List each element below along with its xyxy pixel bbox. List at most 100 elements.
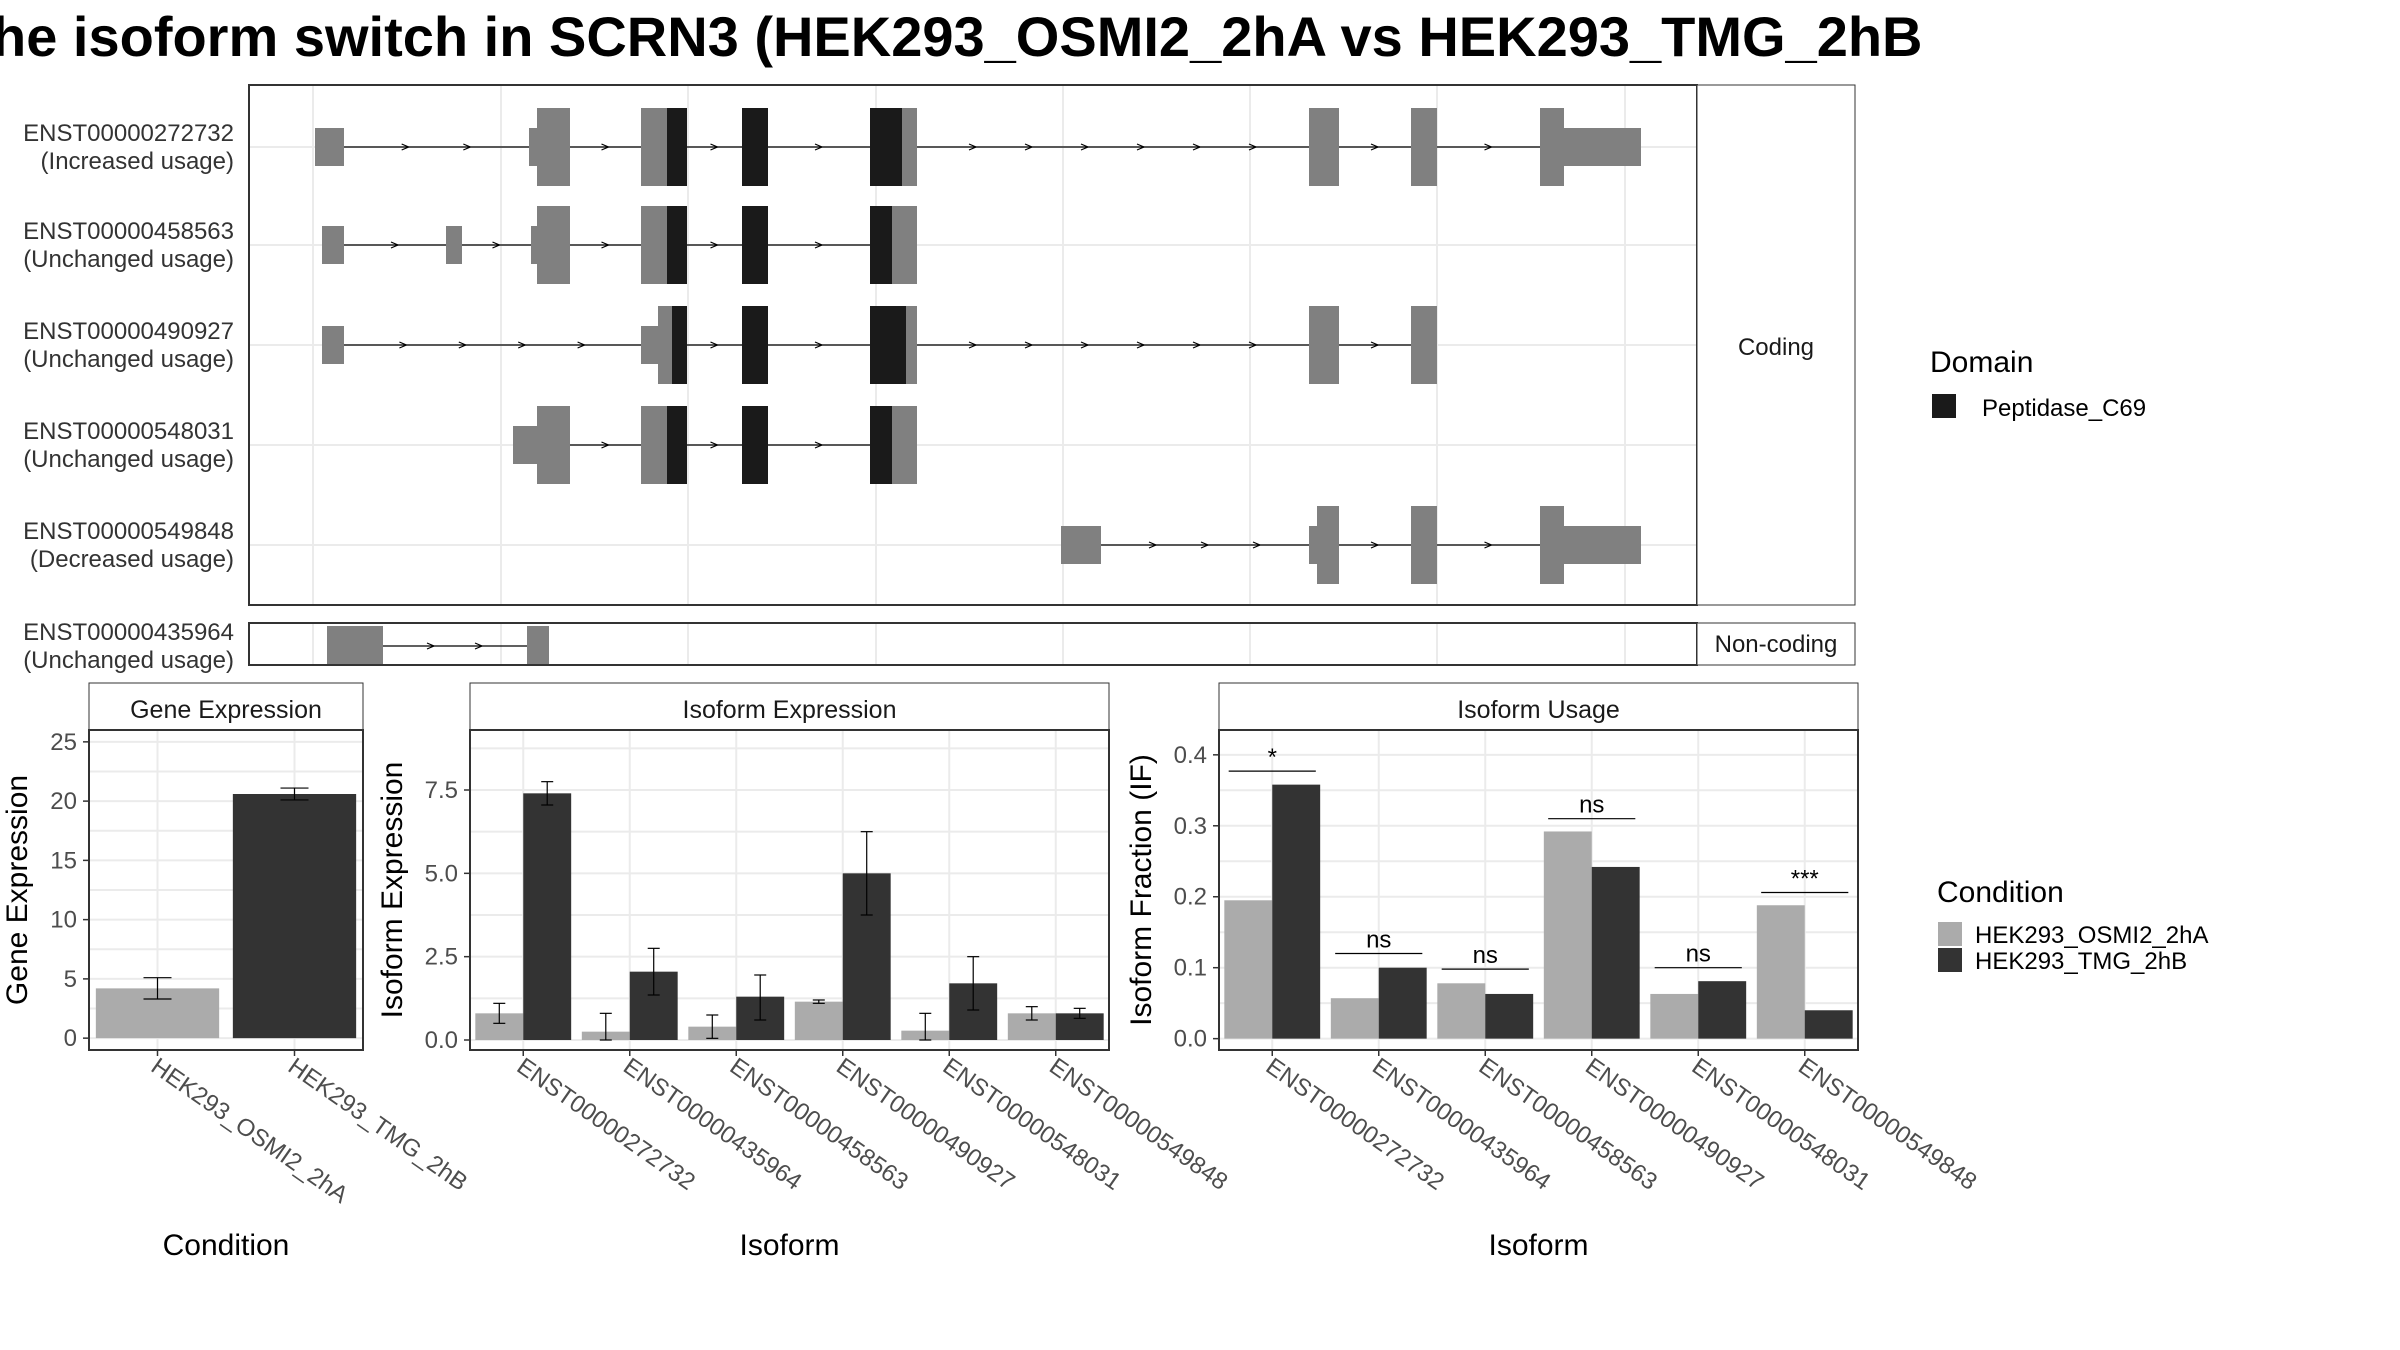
- transcript-id-label: ENST00000435964: [23, 619, 234, 646]
- intron-arrow: [1252, 541, 1262, 549]
- panel-strip: [469, 682, 1110, 731]
- y-tick-label: 7.5: [425, 777, 458, 804]
- bar: [1378, 967, 1427, 1039]
- noncoding-transcript-tracks: [327, 626, 549, 666]
- y-axis-title: Isoform Fraction (IF): [1125, 754, 1158, 1026]
- bar: [1756, 905, 1805, 1039]
- intron-arrow: [492, 241, 502, 249]
- x-tick-label: ENST00000549848: [1044, 1053, 1232, 1196]
- significance-label: ns: [1473, 942, 1498, 969]
- y-axis-title: Gene Expression: [1, 775, 34, 1005]
- intron-arrow: [1136, 143, 1146, 151]
- noncoding-panel-grid: [312, 624, 1626, 664]
- panel-border: [1218, 729, 1859, 1051]
- intron-arrow: [1080, 143, 1090, 151]
- panel-title: Isoform Usage: [1457, 696, 1620, 724]
- exon-block: [892, 406, 917, 484]
- domain-legend-swatch: [1932, 394, 1956, 418]
- intron-arrow: [577, 341, 587, 349]
- y-tick-label: 0.0: [425, 1027, 458, 1054]
- domain-block: [870, 406, 892, 484]
- intron-arrow: [601, 241, 611, 249]
- domain-block: [870, 108, 902, 186]
- intron-arrow: [710, 441, 720, 449]
- intron-arrow: [710, 341, 720, 349]
- intron-arrow: [1136, 341, 1146, 349]
- significance-label: ***: [1791, 865, 1819, 892]
- condition-legend-label-b: HEK293_TMG_2hB: [1975, 948, 2187, 975]
- transcript-usage-label: (Unchanged usage): [23, 246, 234, 273]
- noncoding-strip-label: Non-coding: [1715, 631, 1838, 658]
- intron-arrow: [601, 441, 611, 449]
- y-tick-label: 10: [50, 907, 77, 934]
- intron-arrow: [390, 241, 400, 249]
- significance-label: *: [1268, 744, 1277, 771]
- transcript-structure-plot: Coding Non-coding ENST00000272732(Increa…: [23, 84, 1856, 674]
- exon-block: [641, 406, 667, 484]
- bar: [1591, 866, 1640, 1039]
- intron-arrow: [474, 642, 484, 650]
- y-tick-label: 5: [64, 966, 77, 993]
- intron-arrow: [458, 341, 468, 349]
- coding-strip: [1696, 84, 1856, 606]
- exon-block: [1309, 526, 1317, 564]
- exon-block: [529, 128, 537, 166]
- x-axis-title: Isoform: [739, 1229, 839, 1262]
- intron-arrow: [968, 341, 978, 349]
- intron-arrow: [710, 143, 720, 151]
- figure-title: he isoform switch in SCRN3 (HEK293_OSMI2…: [0, 5, 1923, 68]
- transcript-id-label: ENST00000272732: [23, 120, 234, 147]
- exon-block: [446, 226, 462, 264]
- y-tick-label: 0.2: [1174, 884, 1207, 911]
- y-tick-label: 0.0: [1174, 1026, 1207, 1053]
- bar: [794, 1001, 843, 1040]
- domain-block: [870, 306, 906, 384]
- bar: [1485, 993, 1534, 1039]
- domain-block: [667, 206, 687, 284]
- domain-block: [742, 206, 768, 284]
- y-tick-label: 0: [64, 1025, 77, 1052]
- coding-strip-label: Coding: [1738, 334, 1814, 361]
- x-tick-label: ENST00000272732: [1261, 1053, 1449, 1196]
- significance-label: ns: [1579, 792, 1604, 819]
- exon-block: [527, 626, 549, 666]
- intron-arrow: [1192, 143, 1202, 151]
- intron-arrow: [399, 341, 408, 349]
- bar: [523, 793, 572, 1040]
- bar: [1224, 900, 1273, 1039]
- significance-label: ns: [1366, 927, 1391, 954]
- x-tick-label: ENST00000272732: [512, 1053, 700, 1196]
- intron-arrow: [1370, 541, 1380, 549]
- exon-block: [641, 108, 667, 186]
- transcript-usage-label: (Unchanged usage): [23, 446, 234, 473]
- intron-arrow: [463, 143, 472, 151]
- exon-block: [322, 226, 344, 264]
- domain-block: [667, 406, 687, 484]
- exon-block: [892, 206, 917, 284]
- intron-arrow: [1484, 143, 1494, 151]
- exon-block: [537, 206, 570, 284]
- noncoding-panel-background: [249, 623, 1697, 665]
- condition-legend-swatch-b: [1938, 948, 1962, 972]
- y-tick-label: 5.0: [425, 860, 458, 887]
- noncoding-strip: [1696, 622, 1856, 666]
- coding-transcript-tracks: [315, 108, 1641, 584]
- x-tick-label: ENST00000548031: [938, 1053, 1126, 1196]
- domain-legend-label: Peptidase_C69: [1982, 395, 2146, 422]
- intron-arrow: [1024, 143, 1034, 151]
- y-tick-label: 0.4: [1174, 742, 1207, 769]
- domain-block: [672, 306, 687, 384]
- x-tick-label: ENST00000458563: [725, 1053, 913, 1196]
- intron-arrow: [814, 341, 824, 349]
- x-tick-label: ENST00000435964: [618, 1053, 806, 1196]
- exon-block: [641, 206, 667, 284]
- exon-block: [1411, 306, 1437, 384]
- panel-title: Isoform Expression: [683, 696, 897, 724]
- transcript-id-label: ENST00000458563: [23, 218, 234, 245]
- intron-arrow: [814, 143, 824, 151]
- bar: [1437, 983, 1486, 1039]
- exon-block: [1411, 108, 1437, 186]
- isoform-expression-chart: Isoform Expression 0.0 2.5 5.0 7.5 ENST000002…: [376, 682, 1233, 1262]
- exon-block: [513, 426, 537, 464]
- exon-block: [906, 306, 917, 384]
